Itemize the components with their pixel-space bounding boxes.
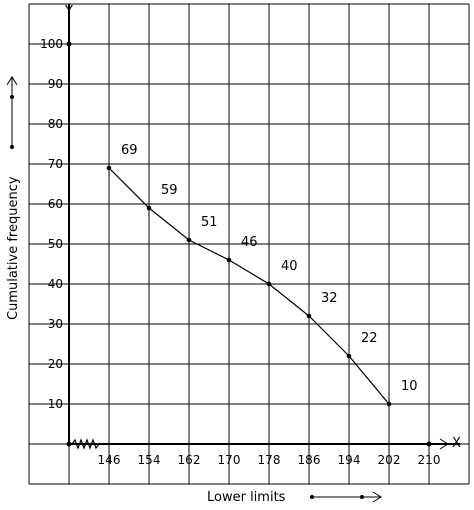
x-tick-label: 210 [418, 453, 441, 467]
series-line [108, 167, 390, 405]
data-point [306, 313, 312, 319]
y-axis-letter: Y [64, 4, 73, 19]
data-point [346, 353, 352, 359]
x-tick-label: 154 [138, 453, 161, 467]
x-axis-title: Lower limits [207, 490, 286, 505]
y-tick-label: 20 [48, 357, 63, 371]
data-label: 40 [281, 259, 298, 274]
grid [28, 3, 470, 485]
y-tick-label: 80 [48, 117, 63, 131]
data-label: 32 [321, 291, 338, 306]
y-tick-label: 30 [48, 317, 63, 331]
data-label: 22 [361, 331, 378, 346]
x-direction-arrow-icon [310, 491, 382, 503]
tick-labels: 10 20 30 40 50 60 70 80 90 100 146 154 162 170 178 186 1… [40, 37, 440, 467]
data-label: 10 [401, 379, 418, 394]
x-tick-label: 194 [338, 453, 361, 467]
x-tick-label: 186 [298, 453, 321, 467]
x-tick-label: 146 [98, 453, 121, 467]
data-points [106, 165, 392, 407]
data-point [266, 281, 272, 287]
origin-dot [66, 441, 72, 447]
x-tick-label: 178 [258, 453, 281, 467]
data-point [106, 165, 112, 171]
x-tick-label: 202 [378, 453, 401, 467]
y-tick-label: 100 [40, 37, 63, 51]
x-axis-arrow-icon [439, 438, 449, 450]
x-axis-letter: X [452, 436, 461, 451]
y-tick-label: 70 [48, 157, 63, 171]
y-axis-title: Cumulative frequency [6, 176, 21, 320]
axis-break-zigzag-icon [71, 438, 100, 450]
data-label: 51 [201, 215, 218, 230]
x-tick-label: 170 [218, 453, 241, 467]
data-label: 46 [241, 235, 258, 250]
y-tick-label: 90 [48, 77, 63, 91]
data-label: 69 [121, 143, 138, 158]
y-tick-label: 10 [48, 397, 63, 411]
y-direction-arrow-icon [6, 76, 18, 149]
y-tick-label: 60 [48, 197, 63, 211]
point-labels: 69 59 51 46 40 32 22 10 [121, 143, 418, 394]
y-tick-label: 50 [48, 237, 63, 251]
axes [66, 4, 460, 450]
data-point [146, 205, 152, 211]
data-label: 59 [161, 183, 178, 198]
data-point [186, 237, 192, 243]
x-tick-label: 162 [178, 453, 201, 467]
y-tick-label: 40 [48, 277, 63, 291]
data-point [386, 401, 392, 407]
data-point [226, 257, 232, 263]
